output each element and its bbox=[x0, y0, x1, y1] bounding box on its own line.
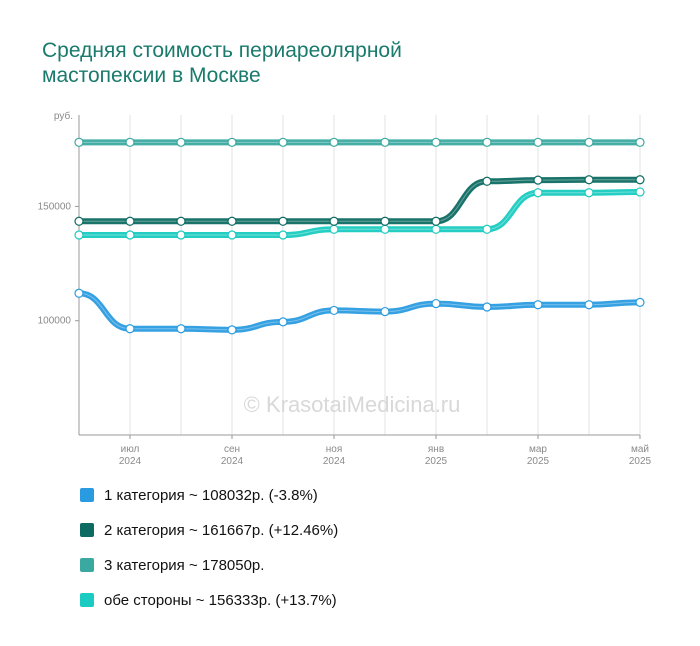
chart-title-line-1: Средняя стоимость периареолярной bbox=[42, 39, 402, 62]
data-point bbox=[431, 216, 441, 226]
data-point bbox=[227, 230, 237, 240]
x-tick-label-month: янв bbox=[428, 444, 444, 455]
x-tick-label-month: сен bbox=[224, 444, 240, 455]
data-point bbox=[380, 137, 390, 147]
series-line bbox=[76, 176, 643, 225]
data-point bbox=[125, 216, 135, 226]
data-point bbox=[533, 188, 543, 198]
data-point bbox=[278, 216, 288, 226]
legend-swatch bbox=[80, 593, 94, 607]
data-point bbox=[380, 216, 390, 226]
data-point bbox=[176, 216, 186, 226]
data-point bbox=[482, 302, 492, 312]
data-point bbox=[431, 298, 441, 309]
data-point bbox=[278, 317, 288, 327]
data-point bbox=[380, 306, 390, 317]
legend-label: обе стороны ~ 156333р. (+13.7%) bbox=[104, 591, 337, 609]
legend-item-4[interactable]: обе стороны ~ 156333р. (+13.7%) bbox=[80, 591, 338, 609]
data-point bbox=[227, 137, 237, 147]
data-point bbox=[74, 230, 84, 240]
data-point bbox=[176, 324, 186, 334]
data-point bbox=[584, 137, 594, 147]
data-point bbox=[74, 216, 84, 226]
data-point bbox=[635, 175, 645, 185]
series-line bbox=[76, 188, 643, 238]
x-tick-label-year: 2025 bbox=[425, 456, 448, 467]
x-tick-label-year: 2025 bbox=[629, 456, 652, 467]
y-tick-label: 100000 bbox=[38, 316, 72, 327]
legend-label: 2 категория ~ 161667р. (+12.46%) bbox=[104, 521, 339, 539]
x-tick-label-year: 2024 bbox=[221, 456, 244, 467]
x-tick-label-month: ноя bbox=[326, 444, 343, 455]
chart-title-line-2: мастопексии в Москве bbox=[42, 64, 261, 87]
y-tick-label: 150000 bbox=[38, 201, 72, 212]
legend-swatch bbox=[80, 523, 94, 537]
chart-title: Средняя стоимость периареолярной мастопе… bbox=[42, 38, 642, 88]
data-point bbox=[329, 216, 339, 226]
x-tick-label-year: 2024 bbox=[323, 456, 346, 467]
legend-item-2[interactable]: 2 категория ~ 161667р. (+12.46%) bbox=[80, 521, 338, 539]
data-point bbox=[176, 137, 186, 147]
data-point bbox=[278, 137, 288, 147]
x-tick-label-month: мар bbox=[529, 444, 547, 455]
x-tick-label-year: 2025 bbox=[527, 456, 550, 467]
data-point bbox=[533, 300, 543, 310]
legend-item-1[interactable]: 1 категория ~ 108032р. (-3.8%) bbox=[80, 486, 338, 504]
line-chart: руб.100000150000июл2024сен2024ноя2024янв… bbox=[38, 110, 652, 467]
data-point bbox=[278, 230, 288, 240]
data-point bbox=[329, 224, 339, 234]
x-tick-label-year: 2024 bbox=[119, 456, 142, 467]
data-point bbox=[482, 137, 492, 147]
series-line bbox=[76, 290, 643, 333]
data-point bbox=[533, 137, 543, 147]
data-point bbox=[74, 137, 84, 147]
data-point bbox=[482, 224, 492, 234]
data-point bbox=[431, 224, 441, 234]
chart-legend: 1 категория ~ 108032р. (-3.8%) 2 категор… bbox=[80, 486, 338, 626]
data-point bbox=[227, 216, 237, 226]
data-point bbox=[125, 230, 135, 240]
x-tick-label-month: июл bbox=[121, 444, 140, 455]
data-point bbox=[74, 288, 84, 298]
legend-item-3[interactable]: 3 категория ~ 178050р. bbox=[80, 556, 338, 574]
data-point bbox=[380, 224, 390, 234]
legend-label: 1 категория ~ 108032р. (-3.8%) bbox=[104, 486, 318, 504]
watermark: © KrasotaiMedicina.ru bbox=[244, 392, 461, 417]
data-point bbox=[431, 137, 441, 147]
data-point bbox=[635, 187, 645, 197]
data-point bbox=[227, 325, 237, 335]
legend-swatch bbox=[80, 558, 94, 572]
y-axis-unit: руб. bbox=[54, 110, 73, 122]
data-point bbox=[125, 324, 135, 334]
data-point bbox=[176, 230, 186, 240]
data-point bbox=[482, 176, 492, 186]
legend-label: 3 категория ~ 178050р. bbox=[104, 556, 265, 574]
series-line-highlight bbox=[78, 179, 640, 222]
data-point bbox=[533, 175, 543, 185]
data-point bbox=[584, 175, 594, 185]
data-point bbox=[329, 305, 339, 316]
legend-swatch bbox=[80, 488, 94, 502]
data-point bbox=[584, 188, 594, 198]
data-point bbox=[584, 300, 594, 310]
data-point bbox=[635, 137, 645, 147]
data-point bbox=[635, 297, 645, 307]
x-tick-label-month: май bbox=[631, 444, 649, 455]
data-point bbox=[329, 137, 339, 147]
data-point bbox=[125, 137, 135, 147]
